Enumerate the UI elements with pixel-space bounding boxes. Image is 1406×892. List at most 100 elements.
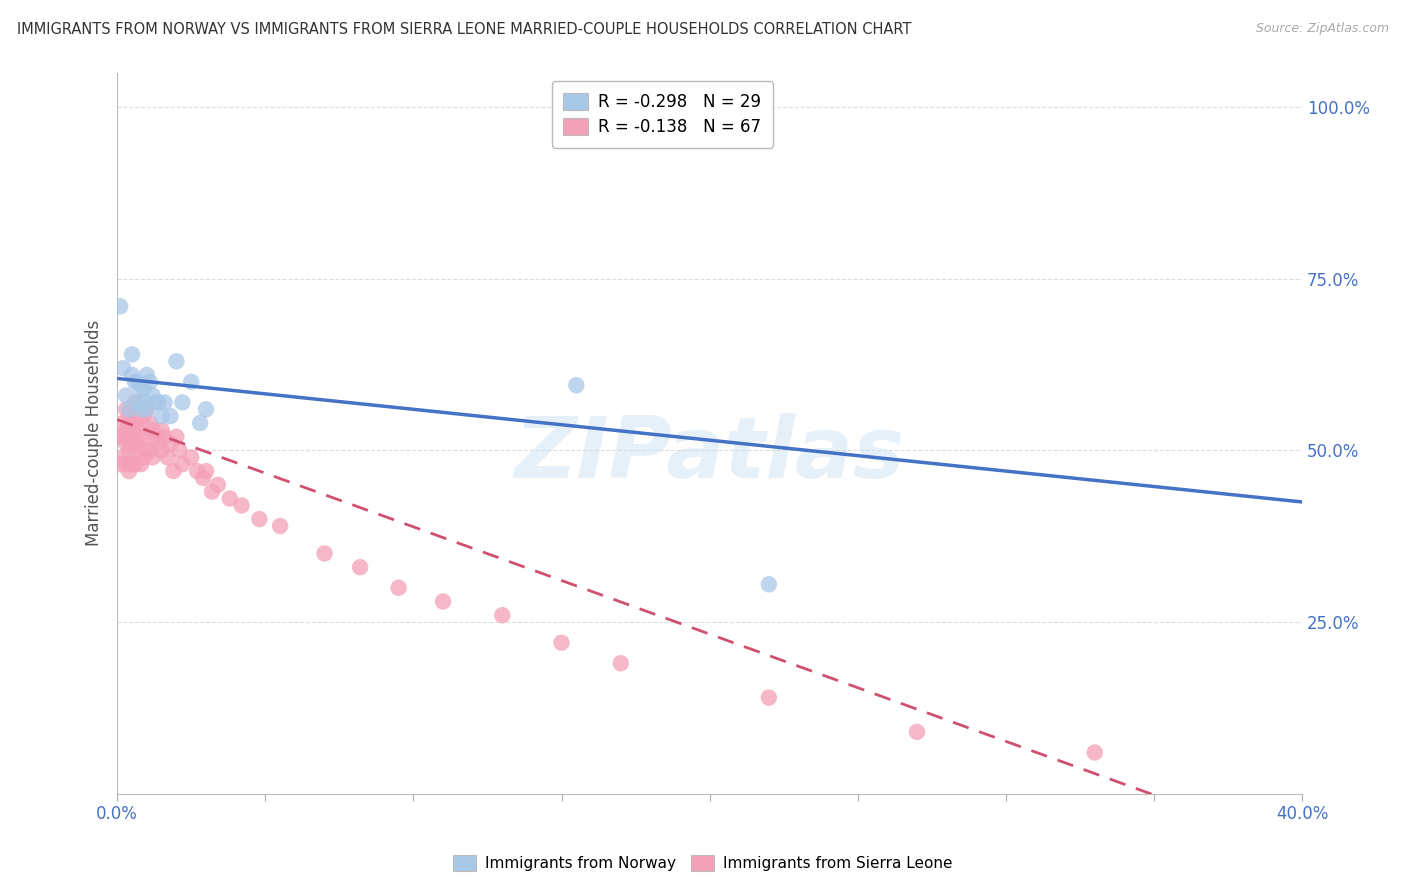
Point bbox=[118, 430, 141, 444]
Point bbox=[180, 375, 202, 389]
Point bbox=[207, 478, 229, 492]
Point bbox=[121, 347, 143, 361]
Point bbox=[269, 519, 291, 533]
Point bbox=[121, 368, 143, 382]
Point bbox=[188, 416, 211, 430]
Point bbox=[148, 395, 170, 409]
Text: Source: ZipAtlas.com: Source: ZipAtlas.com bbox=[1256, 22, 1389, 36]
Point bbox=[121, 402, 143, 417]
Point bbox=[112, 416, 135, 430]
Point bbox=[191, 471, 214, 485]
Point bbox=[115, 457, 138, 471]
Point bbox=[132, 450, 155, 465]
Point bbox=[139, 375, 162, 389]
Point bbox=[142, 450, 165, 465]
Point bbox=[162, 464, 184, 478]
Point bbox=[491, 608, 513, 623]
Point bbox=[108, 457, 131, 471]
Point bbox=[156, 450, 179, 465]
Point bbox=[148, 436, 170, 450]
Point bbox=[145, 430, 167, 444]
Point bbox=[112, 361, 135, 376]
Point bbox=[118, 464, 141, 478]
Point bbox=[153, 395, 176, 409]
Point bbox=[905, 725, 928, 739]
Point bbox=[195, 464, 218, 478]
Point bbox=[115, 388, 138, 402]
Point bbox=[135, 368, 157, 382]
Point bbox=[112, 450, 135, 465]
Point bbox=[247, 512, 270, 526]
Point bbox=[159, 436, 181, 450]
Point bbox=[127, 402, 149, 417]
Y-axis label: Married-couple Households: Married-couple Households bbox=[86, 320, 103, 547]
Point bbox=[115, 436, 138, 450]
Point bbox=[145, 395, 167, 409]
Point bbox=[108, 430, 131, 444]
Text: IMMIGRANTS FROM NORWAY VS IMMIGRANTS FROM SIERRA LEONE MARRIED-COUPLE HOUSEHOLDS: IMMIGRANTS FROM NORWAY VS IMMIGRANTS FRO… bbox=[17, 22, 911, 37]
Point bbox=[121, 457, 143, 471]
Point bbox=[165, 430, 187, 444]
Point bbox=[1084, 746, 1107, 760]
Point bbox=[132, 430, 155, 444]
Point bbox=[127, 443, 149, 458]
Point bbox=[565, 378, 588, 392]
Point bbox=[610, 657, 633, 671]
Point bbox=[153, 430, 176, 444]
Point bbox=[118, 402, 141, 417]
Point bbox=[135, 402, 157, 417]
Point bbox=[231, 499, 253, 513]
Point bbox=[124, 457, 146, 471]
Point bbox=[142, 388, 165, 402]
Point bbox=[150, 423, 173, 437]
Point bbox=[172, 457, 194, 471]
Point bbox=[115, 402, 138, 417]
Point bbox=[139, 443, 162, 458]
Point bbox=[129, 382, 152, 396]
Point bbox=[118, 409, 141, 424]
Point bbox=[129, 402, 152, 417]
Point bbox=[758, 577, 780, 591]
Point bbox=[127, 423, 149, 437]
Point bbox=[195, 402, 218, 417]
Point bbox=[201, 484, 224, 499]
Point bbox=[132, 409, 155, 424]
Point bbox=[135, 443, 157, 458]
Point bbox=[127, 395, 149, 409]
Point bbox=[127, 375, 149, 389]
Point bbox=[165, 354, 187, 368]
Point bbox=[186, 464, 208, 478]
Point bbox=[115, 423, 138, 437]
Point bbox=[172, 395, 194, 409]
Point bbox=[124, 436, 146, 450]
Point bbox=[129, 409, 152, 424]
Point bbox=[112, 430, 135, 444]
Point bbox=[132, 395, 155, 409]
Point bbox=[169, 443, 191, 458]
Point bbox=[121, 436, 143, 450]
Point bbox=[108, 299, 131, 313]
Point bbox=[150, 443, 173, 458]
Point bbox=[135, 402, 157, 417]
Point bbox=[129, 430, 152, 444]
Point bbox=[349, 560, 371, 574]
Text: ZIPatlas: ZIPatlas bbox=[515, 414, 904, 497]
Point bbox=[129, 457, 152, 471]
Point bbox=[139, 416, 162, 430]
Point bbox=[118, 443, 141, 458]
Point bbox=[132, 382, 155, 396]
Legend: Immigrants from Norway, Immigrants from Sierra Leone: Immigrants from Norway, Immigrants from … bbox=[447, 849, 959, 877]
Point bbox=[180, 450, 202, 465]
Point bbox=[387, 581, 409, 595]
Point bbox=[142, 423, 165, 437]
Point bbox=[758, 690, 780, 705]
Point bbox=[550, 635, 572, 649]
Point bbox=[124, 395, 146, 409]
Point bbox=[218, 491, 240, 506]
Point bbox=[150, 409, 173, 424]
Point bbox=[314, 546, 336, 560]
Point bbox=[124, 375, 146, 389]
Legend: R = -0.298   N = 29, R = -0.138   N = 67: R = -0.298 N = 29, R = -0.138 N = 67 bbox=[551, 81, 773, 148]
Point bbox=[159, 409, 181, 424]
Point bbox=[124, 416, 146, 430]
